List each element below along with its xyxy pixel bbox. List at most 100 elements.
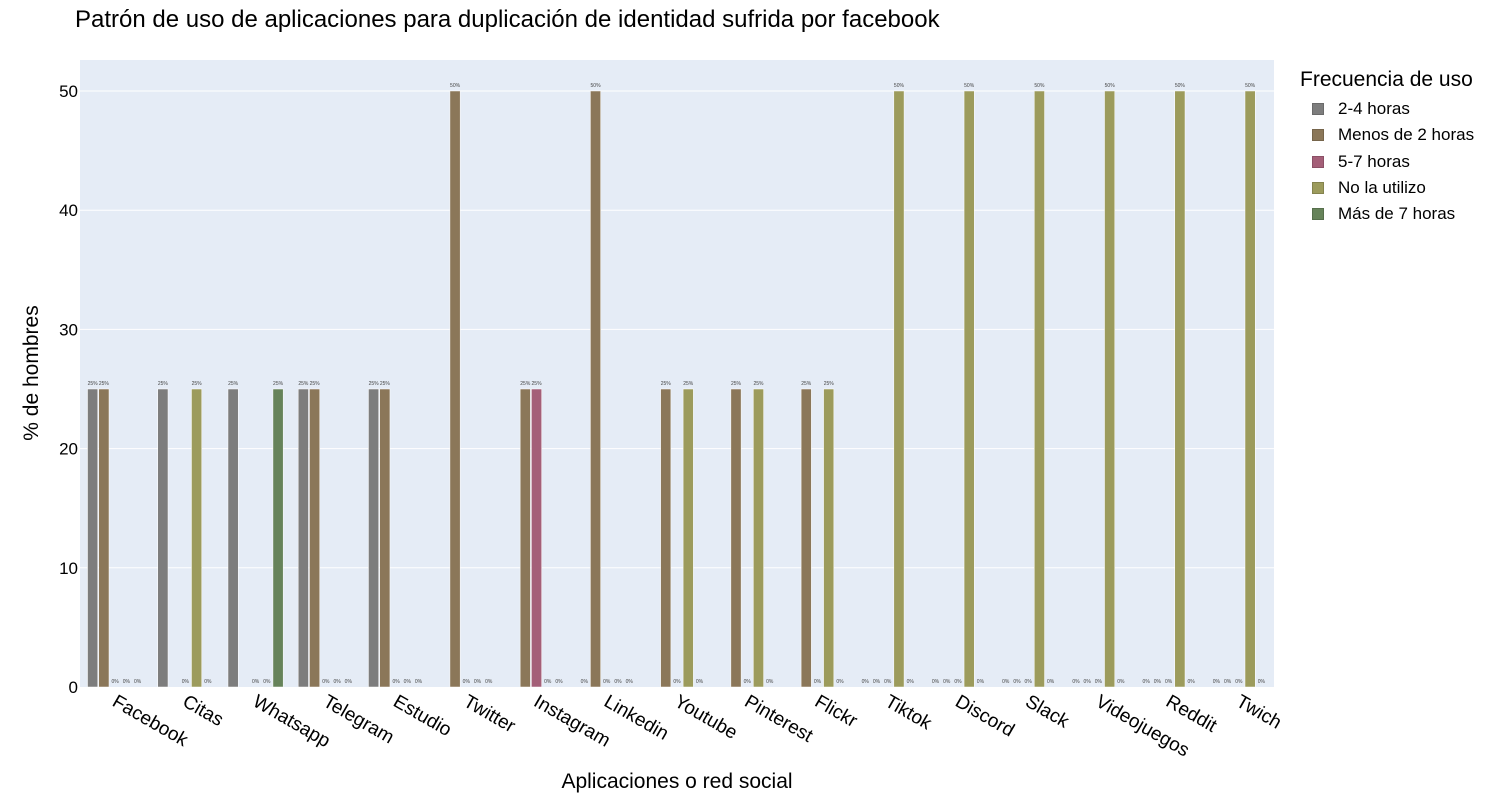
data-label: 0%	[322, 679, 330, 685]
data-label: 0%	[123, 679, 131, 685]
data-label: 0%	[1072, 679, 1080, 685]
y-tick-label: 40	[59, 201, 78, 220]
data-label: 0%	[1025, 679, 1033, 685]
data-label: 0%	[614, 679, 622, 685]
data-label: 25%	[753, 381, 764, 387]
bar	[449, 90, 461, 688]
data-label: 25%	[369, 381, 380, 387]
data-label: 0%	[1117, 679, 1125, 685]
chart-title: Patrón de uso de aplicaciones para dupli…	[75, 6, 940, 33]
data-label: 25%	[310, 381, 321, 387]
y-tick-label: 50	[59, 82, 78, 101]
x-tick-label: Telegram	[319, 691, 397, 748]
bars	[87, 90, 1256, 688]
legend-swatch	[1312, 103, 1324, 116]
data-label: 0%	[1084, 679, 1092, 685]
data-label: 50%	[1175, 83, 1186, 89]
data-label: 0%	[836, 679, 844, 685]
bar	[893, 90, 905, 688]
bar	[519, 388, 531, 688]
data-label: 50%	[1105, 83, 1116, 89]
y-axis-ticks: 0 10 20 30 40 50	[59, 82, 78, 697]
legend-item[interactable]: Menos de 2 horas	[1300, 122, 1474, 148]
data-label: 0%	[1165, 679, 1173, 685]
data-label: 0%	[134, 679, 142, 685]
bar	[660, 388, 672, 688]
bar	[191, 388, 202, 688]
bar	[297, 388, 309, 688]
data-label: 25%	[298, 381, 309, 387]
data-label: 50%	[1245, 83, 1256, 89]
data-label: 25%	[824, 381, 835, 387]
bar	[590, 90, 601, 688]
legend-swatch	[1312, 182, 1324, 195]
data-label: 0%	[1047, 679, 1055, 685]
legend-item[interactable]: Más de 7 horas	[1300, 201, 1474, 227]
data-label: 0%	[555, 679, 563, 685]
data-label: 0%	[415, 679, 423, 685]
data-label: 0%	[1235, 679, 1243, 685]
data-label: 0%	[932, 679, 940, 685]
bar	[1174, 90, 1186, 688]
data-label: 50%	[450, 83, 461, 89]
data-label: 0%	[333, 679, 341, 685]
data-label: 0%	[204, 679, 212, 685]
bar	[309, 388, 320, 688]
bar	[227, 388, 239, 688]
bar	[682, 388, 694, 688]
data-label: 0%	[766, 679, 774, 685]
bar	[272, 388, 284, 688]
y-tick-label: 20	[59, 440, 78, 459]
data-label: 0%	[263, 679, 271, 685]
data-label: 0%	[1013, 679, 1021, 685]
data-label: 50%	[591, 83, 602, 89]
data-label: 25%	[380, 381, 391, 387]
data-label: 25%	[520, 381, 531, 387]
data-label: 0%	[1143, 679, 1151, 685]
data-label: 25%	[731, 381, 742, 387]
data-label: 25%	[683, 381, 694, 387]
legend-swatch	[1312, 129, 1324, 142]
bar	[963, 90, 975, 688]
x-tick-label: Youtube	[671, 691, 741, 744]
legend-swatch	[1312, 155, 1324, 168]
data-label: 0%	[1095, 679, 1103, 685]
x-tick-label: Discord	[951, 691, 1017, 741]
bar	[800, 388, 812, 688]
data-label: 0%	[954, 679, 962, 685]
data-label: 0%	[112, 679, 120, 685]
x-tick-label: Slack	[1022, 691, 1073, 733]
data-label: 0%	[182, 679, 190, 685]
x-tick-label: Flickr	[811, 691, 861, 732]
data-label: 50%	[1034, 83, 1045, 89]
legend-item[interactable]: 2-4 horas	[1300, 96, 1474, 122]
bar	[87, 388, 99, 688]
x-tick-label: Twich	[1232, 691, 1285, 733]
data-label: 0%	[392, 679, 400, 685]
data-label: 25%	[273, 381, 284, 387]
y-tick-label: 10	[59, 559, 78, 578]
legend-item[interactable]: No la utilizo	[1300, 175, 1474, 201]
data-label: 0%	[252, 679, 260, 685]
data-label: 25%	[158, 381, 169, 387]
data-label: 0%	[463, 679, 471, 685]
data-label: 25%	[532, 381, 543, 387]
data-label: 0%	[581, 679, 589, 685]
data-label: 0%	[673, 679, 681, 685]
bar	[823, 388, 835, 688]
data-label: 0%	[1002, 679, 1010, 685]
legend-label: 5-7 horas	[1338, 151, 1410, 171]
bar	[1104, 90, 1116, 688]
data-label: 0%	[1258, 679, 1266, 685]
x-tick-label: Twitter	[460, 691, 520, 737]
bar	[1244, 90, 1256, 688]
legend-label: 2-4 horas	[1338, 99, 1410, 119]
data-label: 25%	[88, 381, 99, 387]
legend-title: Frecuencia de uso	[1300, 68, 1473, 91]
legend-item[interactable]: 5-7 horas	[1300, 149, 1474, 175]
x-tick-label: Tiktok	[881, 691, 935, 734]
y-tick-label: 0	[69, 678, 78, 697]
data-label: 25%	[801, 381, 812, 387]
data-label: 25%	[228, 381, 239, 387]
